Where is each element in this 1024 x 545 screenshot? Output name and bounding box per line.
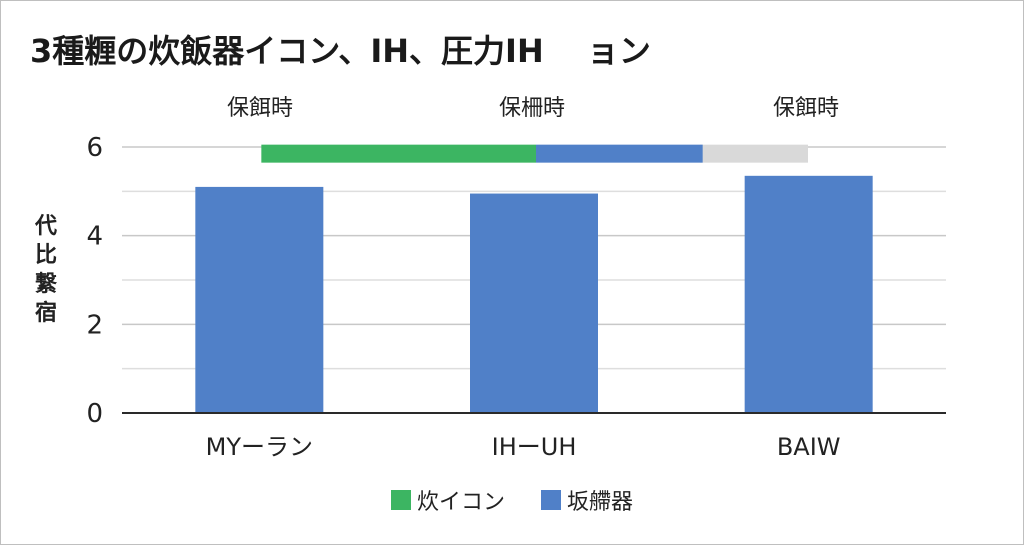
group-label-1: 保餌時 bbox=[226, 96, 293, 121]
legend-item-bars: 坂艜器 bbox=[541, 484, 633, 516]
legend-label-range: 炊イコン bbox=[416, 490, 505, 515]
range-bar-blue bbox=[536, 144, 703, 163]
bar-3 bbox=[744, 175, 873, 413]
bar-1 bbox=[195, 186, 324, 413]
legend-swatch-blue bbox=[541, 490, 561, 510]
y-axis-label-char-2: 比 bbox=[34, 243, 57, 268]
y-tick-label: 6 bbox=[86, 133, 103, 163]
x-tick-label-1: MYーラン bbox=[206, 433, 313, 461]
legend: 炊イコン 坂艜器 bbox=[0, 484, 1024, 516]
y-axis-label: 代比繋宿 bbox=[32, 212, 60, 328]
legend-swatch-green bbox=[390, 490, 411, 510]
y-axis-label-char-4: 宿 bbox=[34, 301, 57, 326]
x-tick-label-2: IHーUH bbox=[492, 433, 577, 461]
chart-title: 3種糎の炊飯器イコン、IH、圧力IH ョン bbox=[30, 32, 651, 70]
x-tick-label-3: BAIW bbox=[777, 433, 841, 461]
y-axis-label-char-1: 代 bbox=[34, 214, 57, 239]
y-axis-label-char-3: 繋 bbox=[34, 272, 57, 297]
group-label-3: 保餌時 bbox=[772, 96, 839, 121]
legend-item-range: 炊イコン bbox=[390, 484, 505, 516]
bar-2 bbox=[470, 193, 598, 413]
legend-label-bars: 坂艜器 bbox=[567, 490, 634, 515]
range-bar-grey bbox=[700, 144, 808, 163]
y-tick-label: 4 bbox=[86, 222, 103, 252]
group-label-2: 保柵時 bbox=[498, 96, 565, 121]
y-tick-label: 0 bbox=[86, 399, 103, 429]
range-bar-green bbox=[261, 144, 536, 163]
y-tick-label: 2 bbox=[86, 310, 103, 340]
